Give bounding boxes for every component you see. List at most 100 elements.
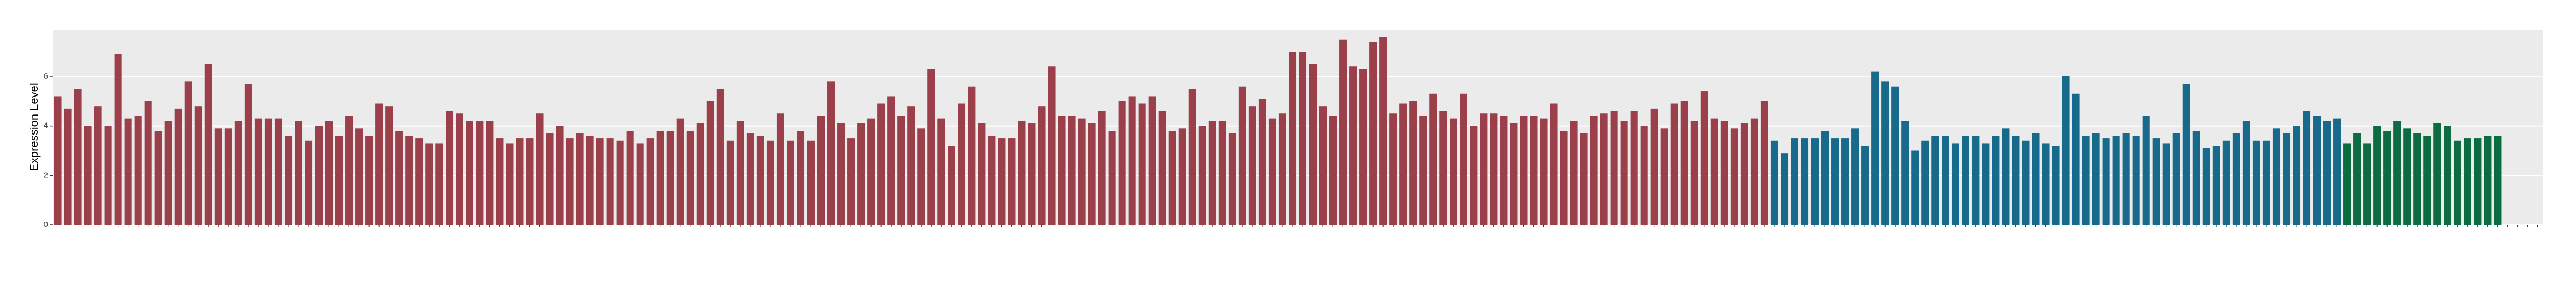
bar: [355, 128, 363, 225]
bar: [456, 113, 463, 225]
y-tick-label: 2: [44, 170, 48, 179]
bar: [54, 96, 62, 225]
bar: [1490, 113, 1498, 225]
bar: [1439, 111, 1447, 225]
bar: [254, 118, 262, 225]
bar: [2383, 131, 2391, 225]
bar: [756, 136, 764, 225]
bar: [1409, 101, 1417, 225]
bar: [1450, 118, 1457, 225]
bar: [1972, 136, 1980, 225]
bar: [2262, 140, 2270, 225]
bar: [2272, 128, 2281, 225]
bar: [1962, 136, 1969, 225]
bar: [988, 136, 996, 225]
bar: [686, 131, 694, 225]
bar: [1760, 101, 1768, 225]
bar: [2343, 143, 2351, 225]
bar: [1138, 103, 1146, 225]
bar: [817, 116, 825, 225]
bar: [646, 138, 654, 225]
bar: [305, 140, 313, 225]
bar: [1168, 131, 1176, 225]
bar: [1218, 121, 1226, 225]
bar: [1188, 89, 1196, 225]
bar: [2444, 126, 2451, 225]
bar: [1590, 116, 1598, 225]
bar: [1861, 146, 1869, 225]
bar: [1048, 66, 1056, 225]
bar: [2012, 136, 2020, 225]
bar: [847, 138, 855, 225]
bar: [1540, 118, 1548, 225]
bar: [1500, 116, 1508, 225]
bar: [2464, 138, 2471, 225]
bar: [1238, 86, 1246, 225]
bar: [706, 101, 714, 225]
bar: [1710, 118, 1718, 225]
bar: [325, 121, 333, 225]
bar: [837, 123, 845, 225]
bar: [2252, 140, 2260, 225]
bar: [1108, 131, 1116, 225]
bar: [1078, 118, 1086, 225]
bar: [2152, 138, 2160, 225]
bar: [1650, 108, 1658, 225]
bar: [385, 106, 393, 225]
bar: [1560, 131, 1568, 225]
bar: [1720, 121, 1728, 225]
bar: [1289, 52, 1297, 225]
bar: [1480, 113, 1488, 225]
bar: [1098, 111, 1106, 225]
bar: [2162, 143, 2170, 225]
bar: [526, 138, 534, 225]
bar: [636, 143, 644, 225]
bar: [2454, 140, 2461, 225]
bar: [1781, 153, 1789, 225]
bar: [1811, 138, 1819, 225]
bar: [566, 138, 574, 225]
bar: [1419, 116, 1427, 225]
bar: [736, 121, 744, 225]
bar: [1791, 138, 1799, 225]
bar: [907, 106, 915, 225]
bar: [164, 121, 172, 225]
bar: [787, 140, 795, 225]
bar: [264, 118, 272, 225]
bar: [2353, 133, 2361, 225]
bar: [2474, 138, 2482, 225]
bar: [425, 143, 433, 225]
bar: [1730, 128, 1738, 225]
bar: [64, 108, 72, 225]
bar: [2403, 128, 2411, 225]
bar: [2484, 136, 2492, 225]
bar: [2202, 148, 2210, 225]
bar: [1379, 37, 1387, 225]
bar: [1038, 106, 1046, 225]
y-tick-label: 0: [44, 220, 48, 229]
bar: [1770, 140, 1778, 225]
bar: [1740, 123, 1748, 225]
bar: [2062, 76, 2070, 225]
bar: [2413, 133, 2421, 225]
bar: [74, 89, 82, 225]
bar: [1680, 101, 1688, 225]
bar: [958, 103, 965, 225]
bar: [676, 118, 684, 225]
bar: [766, 140, 774, 225]
bar: [395, 131, 403, 225]
bar: [1801, 138, 1809, 225]
bar: [224, 128, 232, 225]
bar: [1248, 106, 1256, 225]
bar: [94, 106, 102, 225]
bar: [2052, 146, 2060, 225]
y-axis-label: Expression Level: [27, 83, 41, 171]
bar: [1630, 111, 1638, 225]
bar: [696, 123, 704, 225]
bar: [948, 146, 955, 225]
bar: [104, 126, 112, 225]
bar: [1530, 116, 1538, 225]
bar: [1208, 121, 1216, 225]
bar: [2102, 138, 2110, 225]
bar: [2072, 93, 2080, 225]
